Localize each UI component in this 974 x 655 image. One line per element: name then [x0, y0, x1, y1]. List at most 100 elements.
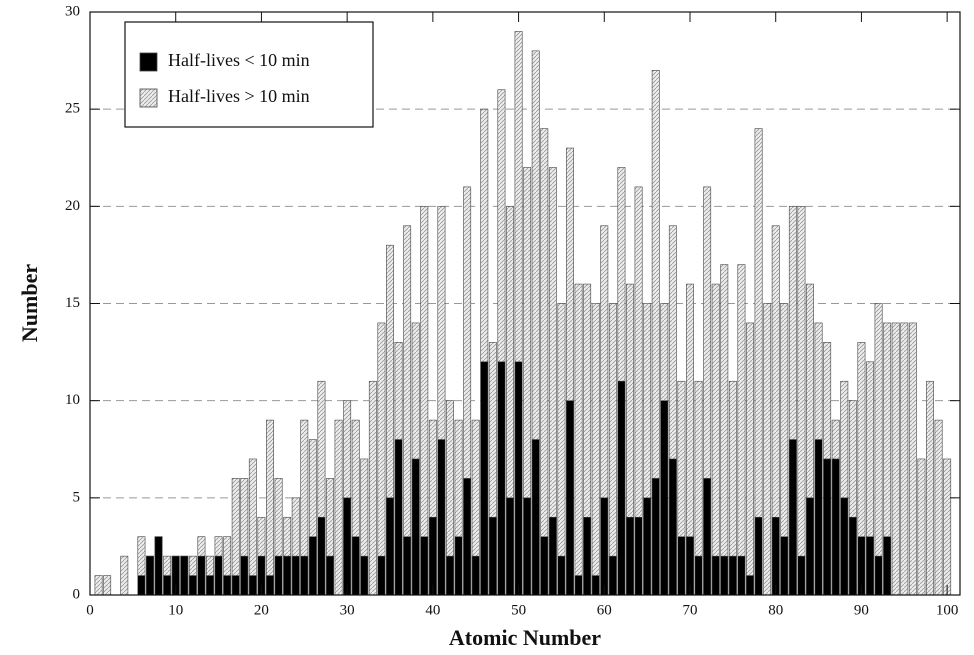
bar	[608, 555, 617, 596]
bar	[771, 516, 780, 596]
bar	[617, 380, 626, 596]
bar	[163, 575, 172, 596]
bar	[214, 555, 223, 596]
legend-swatch	[139, 52, 158, 72]
bar	[908, 322, 917, 596]
bar	[746, 575, 754, 596]
bar	[574, 575, 583, 596]
bar	[377, 555, 386, 596]
x-tick-label: 50	[511, 602, 526, 618]
bar	[206, 575, 214, 596]
bar	[274, 555, 283, 596]
bar	[900, 322, 909, 596]
bar	[797, 206, 806, 596]
x-axis-title: Atomic Number	[449, 625, 601, 650]
bar	[454, 536, 463, 596]
y-tick-label: 5	[73, 489, 81, 505]
bar	[917, 458, 926, 596]
bar	[934, 419, 943, 596]
y-tick-label: 20	[65, 198, 80, 214]
bar	[591, 303, 600, 596]
bar	[420, 536, 429, 596]
bar	[831, 458, 840, 596]
bar	[488, 516, 497, 596]
y-tick-label: 10	[65, 392, 80, 408]
legend-label: Half-lives > 10 min	[168, 86, 310, 106]
bar	[368, 380, 377, 596]
bar	[651, 478, 660, 596]
bar	[591, 575, 600, 596]
bar	[343, 497, 352, 596]
bar	[146, 555, 154, 596]
bar	[634, 516, 643, 596]
bar	[874, 303, 883, 596]
x-tick-label: 100	[936, 602, 959, 618]
bar	[823, 458, 832, 596]
bar	[411, 458, 420, 596]
bar	[180, 555, 189, 596]
y-axis-title: Number	[17, 264, 42, 342]
bar	[891, 322, 900, 596]
bar	[403, 536, 412, 596]
y-tick-label: 30	[65, 3, 80, 19]
bar	[531, 439, 540, 596]
bar	[137, 575, 146, 596]
bar	[711, 283, 720, 596]
bar	[720, 555, 729, 596]
bar	[728, 555, 737, 596]
bar	[197, 555, 206, 596]
x-tick-label: 40	[425, 602, 440, 618]
bar	[557, 555, 566, 596]
bar	[317, 516, 326, 596]
bar	[566, 400, 574, 596]
bar	[386, 497, 394, 596]
bar	[506, 497, 514, 596]
bar	[300, 555, 309, 596]
bar	[883, 536, 892, 596]
legend-label: Half-lives < 10 min	[168, 50, 310, 70]
bar	[600, 497, 609, 596]
bar	[540, 536, 549, 596]
bar	[763, 303, 772, 596]
bar	[514, 361, 523, 596]
bar	[248, 575, 257, 596]
bar	[643, 497, 652, 596]
bar	[626, 516, 634, 596]
bar	[608, 303, 617, 596]
legend-box	[124, 21, 374, 128]
bar	[428, 516, 437, 596]
x-tick-label: 90	[854, 602, 869, 618]
bar	[326, 555, 334, 596]
legend-swatch	[139, 88, 158, 108]
bar	[266, 575, 274, 596]
y-tick-label: 0	[73, 586, 81, 602]
bar	[557, 303, 566, 596]
bar	[797, 555, 806, 596]
x-tick-label: 80	[768, 602, 783, 618]
bar	[463, 478, 472, 596]
x-tick-label: 70	[683, 602, 698, 618]
bar	[754, 516, 763, 596]
bar	[737, 555, 746, 596]
x-tick-label: 20	[254, 602, 269, 618]
bar	[248, 458, 257, 596]
bar	[711, 555, 720, 596]
bar	[188, 575, 197, 596]
bar	[394, 439, 403, 596]
bar	[334, 419, 343, 596]
bar	[291, 555, 300, 596]
bar	[446, 555, 454, 596]
bar	[283, 555, 292, 596]
bar	[308, 536, 317, 596]
bar	[840, 497, 849, 596]
bar	[540, 128, 549, 596]
bar	[874, 555, 883, 596]
bar	[377, 322, 386, 596]
bar	[677, 536, 686, 596]
bar	[480, 361, 489, 596]
bar	[848, 516, 857, 596]
bar	[660, 400, 669, 596]
x-tick-label: 60	[597, 602, 612, 618]
bar	[574, 283, 583, 596]
